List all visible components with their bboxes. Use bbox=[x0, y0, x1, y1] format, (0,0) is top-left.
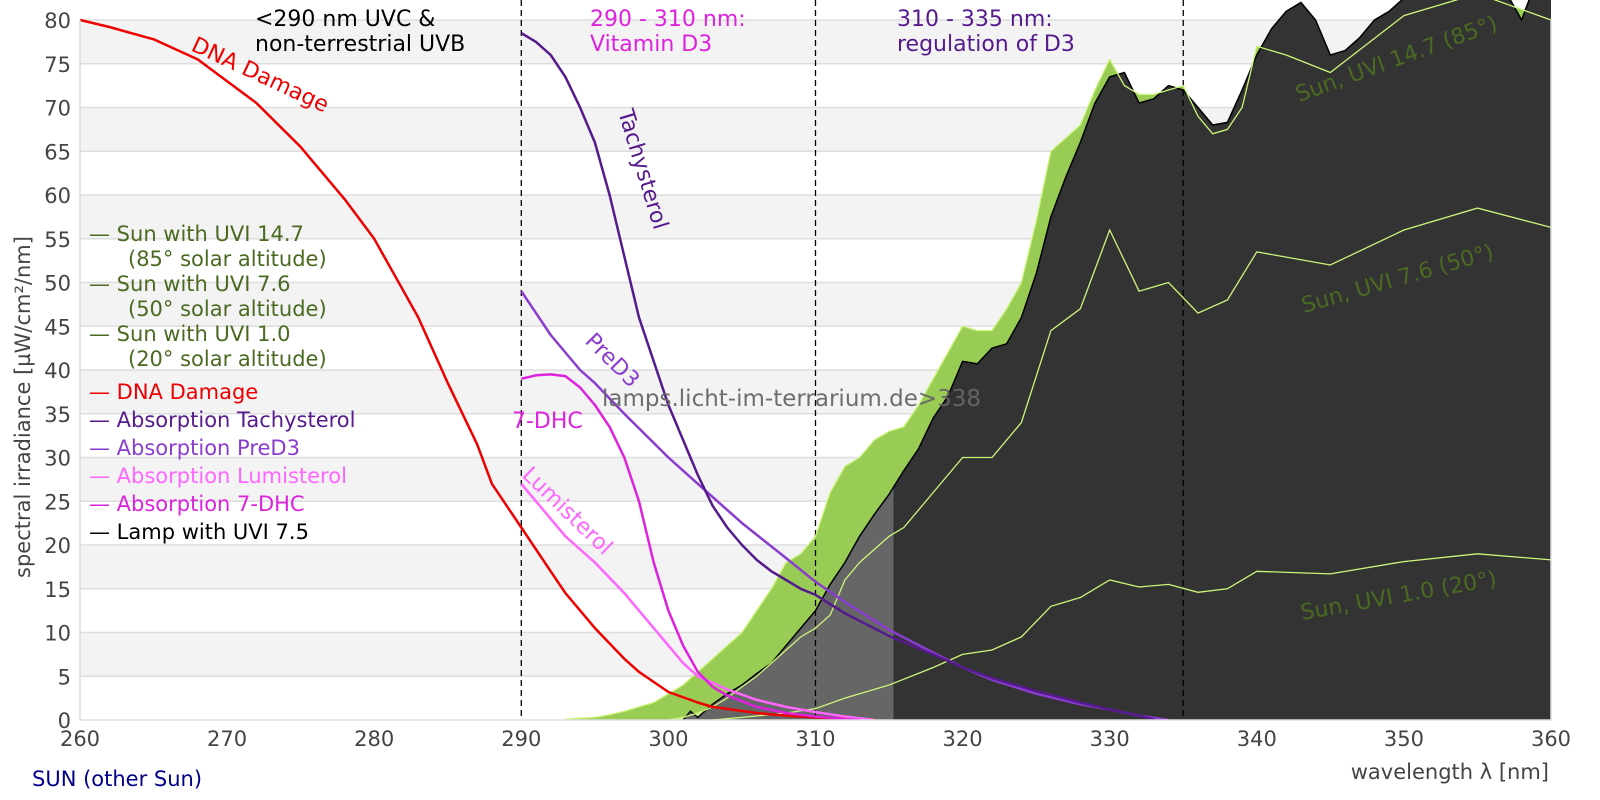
x-tick-label: 320 bbox=[943, 727, 983, 751]
curve-lines bbox=[80, 0, 1551, 720]
legend-item: — Absorption PreD3 bbox=[89, 436, 300, 460]
x-tick-label: 330 bbox=[1090, 727, 1130, 751]
annotation-vitd3-line2: Vitamin D3 bbox=[590, 32, 712, 57]
x-tick-label: 350 bbox=[1384, 727, 1424, 751]
annotation-regulation-line1: 310 - 335 nm: bbox=[897, 7, 1053, 32]
annotation-uvc-line2: non-terrestrial UVB bbox=[255, 32, 465, 57]
y-tick-label: 0 bbox=[58, 709, 71, 733]
lamp-area bbox=[682, 0, 1551, 721]
sun-uvi-14-7-line bbox=[565, 0, 1551, 720]
lumisterol-line bbox=[520, 482, 875, 720]
dna-damage-line bbox=[80, 18, 875, 720]
legend-item: — Sun with UVI 1.0 bbox=[89, 322, 291, 346]
label-7dhc: 7-DHC bbox=[512, 409, 583, 434]
sun-uvi-1-0-line bbox=[712, 553, 1551, 720]
y-tick-label: 5 bbox=[58, 665, 71, 689]
y-tick-label: 30 bbox=[44, 447, 71, 471]
legend-item: — Sun with UVI 14.7 bbox=[89, 222, 304, 246]
lamp-uvb-area bbox=[683, 487, 894, 720]
y-tick-label: 70 bbox=[44, 97, 71, 121]
legend-item: — Sun with UVI 7.6 bbox=[89, 272, 291, 296]
legend-item-subtitle: (50° solar altitude) bbox=[128, 297, 327, 321]
legend-item: — Absorption Lumisterol bbox=[89, 464, 347, 488]
legend-item: — Absorption 7-DHC bbox=[89, 492, 305, 516]
legend-item: — DNA Damage bbox=[89, 380, 258, 404]
y-tick-label: 50 bbox=[44, 272, 71, 296]
annotation-vitd3-line1: 290 - 310 nm: bbox=[590, 7, 746, 32]
tachysterol-line bbox=[520, 32, 1155, 720]
x-tick-label: 270 bbox=[207, 727, 247, 751]
legend: — Sun with UVI 14.7(85° solar altitude)—… bbox=[89, 222, 355, 544]
seven-dhc-line bbox=[521, 373, 860, 720]
lamp-outline bbox=[682, 0, 1530, 721]
y-tick-label: 40 bbox=[44, 359, 71, 383]
y-tick-label: 10 bbox=[44, 622, 71, 646]
legend-item-subtitle: (20° solar altitude) bbox=[128, 347, 327, 371]
y-tick-label: 80 bbox=[44, 9, 71, 33]
legend-item: — Lamp with UVI 7.5 bbox=[89, 520, 309, 544]
y-tick-label: 35 bbox=[44, 403, 71, 427]
x-tick-labels: 260 270 280 290 300 310 320 330 340 350 360 bbox=[60, 727, 1571, 751]
annotation-regulation-line2: regulation of D3 bbox=[897, 32, 1075, 57]
x-axis-label: wavelength λ [nm] bbox=[1351, 760, 1549, 784]
watermark: lamps.licht-im-terrarium.de>338 bbox=[602, 386, 981, 412]
annotation-uvc-line1: <290 nm UVC & bbox=[255, 7, 435, 32]
legend-item-subtitle: (85° solar altitude) bbox=[128, 247, 327, 271]
x-tick-label: 340 bbox=[1237, 727, 1277, 751]
axes bbox=[79, 20, 1552, 721]
y-tick-label: 55 bbox=[44, 228, 71, 252]
y-tick-label: 60 bbox=[44, 184, 71, 208]
sun-uvi-7-6-line bbox=[668, 207, 1551, 720]
y-tick-label: 25 bbox=[44, 490, 71, 514]
legend-item: — Absorption Tachysterol bbox=[89, 408, 355, 432]
x-tick-label: 360 bbox=[1531, 727, 1571, 751]
x-tick-label: 300 bbox=[648, 727, 688, 751]
y-tick-label: 45 bbox=[44, 315, 71, 339]
y-axis-label: spectral irradiance [µW/cm²/nm] bbox=[11, 236, 35, 578]
y-tick-label: 75 bbox=[44, 53, 71, 77]
region-lines bbox=[520, 0, 1184, 720]
y-tick-label: 20 bbox=[44, 534, 71, 558]
x-tick-label: 260 bbox=[60, 727, 100, 751]
x-tick-label: 310 bbox=[795, 727, 835, 751]
lamp-uva-area bbox=[893, 0, 1551, 720]
x-tick-label: 290 bbox=[501, 727, 541, 751]
footer-sun-label: SUN (other Sun) bbox=[32, 767, 202, 791]
y-tick-labels: 0 5 10 15 20 25 30 35 40 45 50 55 60 65 70 75 80 bbox=[44, 9, 71, 733]
y-tick-label: 15 bbox=[44, 578, 71, 602]
y-tick-label: 65 bbox=[44, 140, 71, 164]
pred3-line bbox=[520, 290, 1169, 720]
x-tick-label: 280 bbox=[354, 727, 394, 751]
